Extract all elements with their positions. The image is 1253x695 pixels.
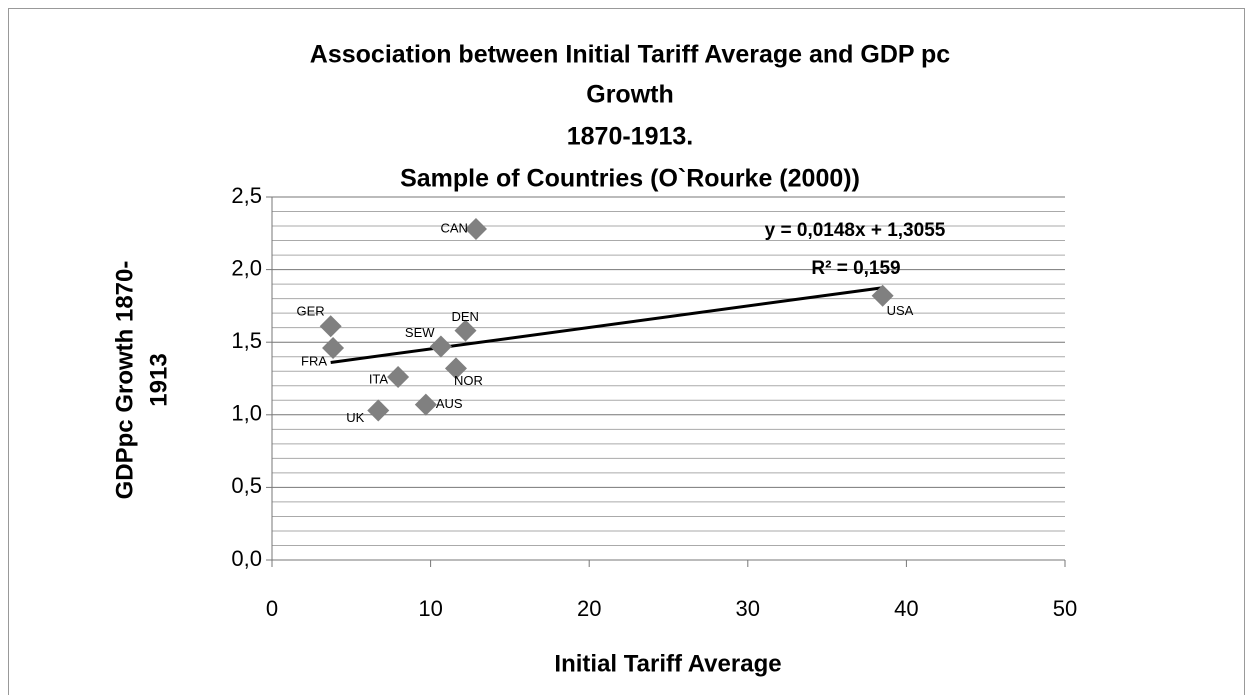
x-tick-label: 10 bbox=[418, 596, 442, 621]
point-label: GER bbox=[297, 304, 325, 319]
trendline bbox=[330, 286, 883, 364]
point bbox=[464, 217, 487, 240]
y-tick-label: 0,0 bbox=[231, 546, 262, 571]
y-axis-label: GDPpc Growth 1870- bbox=[111, 261, 138, 500]
x-tick-label: 40 bbox=[894, 596, 918, 621]
point-label: NOR bbox=[454, 373, 483, 388]
chart-title: Association between Initial Tariff Avera… bbox=[310, 41, 951, 69]
y-tick-label: 1,5 bbox=[231, 328, 262, 353]
point bbox=[454, 319, 477, 342]
x-tick-label: 30 bbox=[736, 596, 760, 621]
point bbox=[367, 399, 390, 422]
point bbox=[444, 357, 467, 380]
y-tick-label: 2,0 bbox=[231, 255, 262, 280]
point bbox=[319, 315, 342, 338]
x-tick-label: 0 bbox=[266, 596, 278, 621]
x-axis-label: Initial Tariff Average bbox=[554, 650, 781, 677]
chart-title: 1870-1913. bbox=[567, 123, 694, 151]
y-axis-label: 1913 bbox=[145, 353, 172, 406]
y-tick-label: 0,5 bbox=[231, 473, 262, 498]
y-tick-label: 2,5 bbox=[231, 183, 262, 208]
chart-title: Sample of Countries (O`Rourke (2000)) bbox=[400, 165, 860, 193]
point-label: UK bbox=[346, 410, 364, 425]
point-label: AUS bbox=[436, 396, 463, 411]
x-tick-label: 20 bbox=[577, 596, 601, 621]
trendline-equation: y = 0,0148x + 1,3055 bbox=[765, 220, 946, 241]
point bbox=[871, 284, 894, 307]
trendline-r2: R² = 0,159 bbox=[811, 258, 900, 279]
chart-border bbox=[8, 8, 1245, 695]
x-tick-label: 50 bbox=[1053, 596, 1077, 621]
point bbox=[322, 337, 345, 360]
point bbox=[387, 366, 410, 389]
y-tick-label: 1,0 bbox=[231, 401, 262, 426]
chart-title: Growth bbox=[586, 81, 674, 109]
point-label: FRA bbox=[301, 353, 327, 368]
point bbox=[414, 393, 437, 416]
point-label: CAN bbox=[441, 220, 468, 235]
point-label: ITA bbox=[369, 371, 389, 386]
point-label: USA bbox=[887, 303, 914, 318]
point-label: SEW bbox=[405, 325, 435, 340]
point bbox=[429, 335, 452, 358]
point-label: DEN bbox=[451, 309, 478, 324]
